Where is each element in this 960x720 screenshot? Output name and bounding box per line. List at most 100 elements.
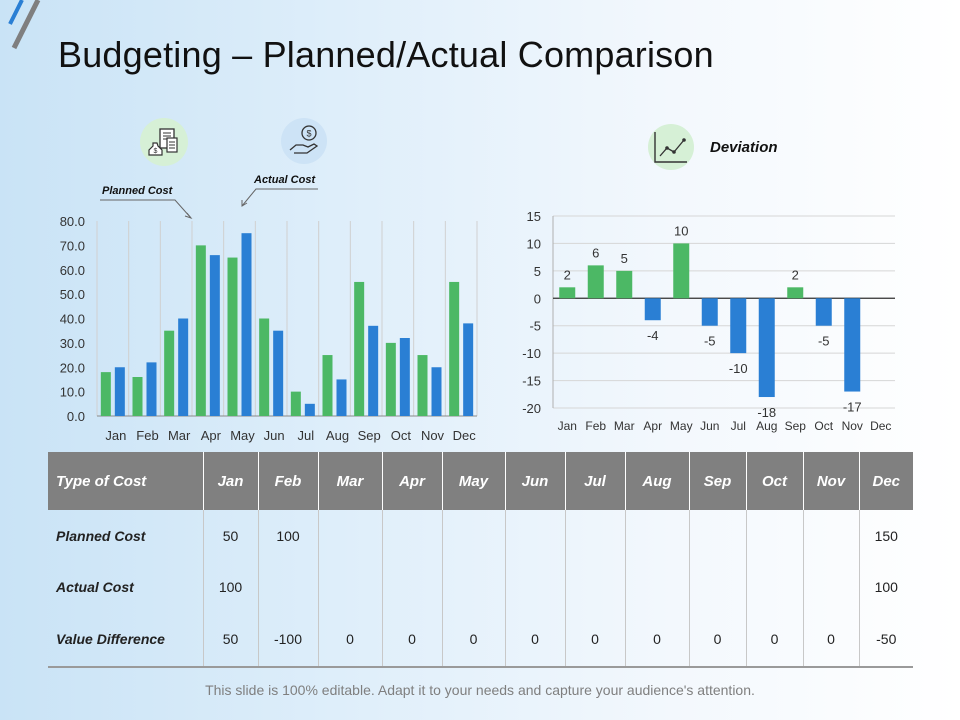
table-cell: 0 [803,612,860,668]
table-cell [382,510,443,562]
table-row: Planned Cost 50 100 150 [48,510,913,562]
table-cell: 0 [382,612,443,668]
table-cell: 0 [746,612,804,668]
table-cell: 0 [442,612,506,668]
deviation-bar [559,287,576,299]
table-header-cell: Jan [203,452,259,510]
actual-cost-bar [336,379,347,416]
planned-cost-callout: Planned Cost [102,185,173,197]
planned-cost-bar [385,342,396,416]
planned-cost-bar [132,377,143,416]
data-label: 6 [592,245,599,260]
table-cell: Value Difference [48,612,204,668]
table-cell: 0 [689,612,747,668]
x-tick-label: Sep [785,419,807,433]
hand-coin-icon: $ [289,125,319,154]
page-title: Budgeting – Planned/Actual Comparison [58,34,714,75]
y-tick-label: 30.0 [60,336,85,351]
planned-cost-bar [100,372,111,416]
actual-cost-bar [146,362,157,416]
table-header-cell: Jun [505,452,566,510]
table-cell: -100 [258,612,319,668]
y-tick-label: -15 [522,374,541,389]
table-cell [318,510,383,562]
table-cell: 100 [203,562,259,612]
deviation-bar [787,287,804,299]
planned-cost-bar [449,281,460,416]
deviation-bar [815,298,832,326]
planned-cost-bar [227,257,238,416]
table-cell [625,562,690,612]
deviation-chart-title: Deviation [710,139,778,156]
y-tick-label: 10 [527,236,541,251]
deviation-bar [758,298,775,398]
actual-cost-bar [463,323,474,416]
x-tick-label: Aug [756,419,777,433]
actual-cost-bar [304,403,315,416]
x-tick-label: Oct [391,428,412,443]
deviation-bar [673,243,690,299]
x-tick-label: Oct [814,419,833,433]
planned-cost-bar [259,318,270,416]
deviation-icon-badge [648,124,694,170]
deviation-bar [730,298,747,354]
data-label: 2 [564,267,571,282]
data-label: -10 [729,361,748,376]
actual-cost-bar [114,367,125,416]
y-tick-label: 5 [534,264,541,279]
footer-note: This slide is 100% editable. Adapt it to… [205,682,755,698]
table-cell: 50 [203,510,259,562]
y-tick-label: 20.0 [60,360,85,375]
deviation-bar-chart: -20 -15 -10 -5 0 5 10 15 2 Jan 6 Feb 5 Mar -4 Apr 10 May -… [522,209,895,433]
x-tick-label: Nov [421,428,445,443]
x-tick-label: Dec [870,419,891,433]
table-cell [689,562,747,612]
table-cell [625,510,690,562]
cost-table: Type of Cost Jan Feb Mar Apr May Jun Jul… [48,452,913,668]
actual-cost-bar [273,330,284,416]
y-tick-label: 0.0 [67,409,85,424]
table-cell: -50 [859,612,913,668]
data-label: -18 [757,405,776,420]
actual-cost-bar [431,367,442,416]
planned-cost-bar [195,245,206,416]
x-tick-label: Jul [298,428,315,443]
invoice-money-icon: $ [148,128,178,156]
x-tick-label: Nov [842,419,863,433]
data-label: 2 [792,267,799,282]
actual-cost-icon-badge: $ [281,118,327,164]
planned-cost-bar [354,281,365,416]
table-cell: 100 [258,510,319,562]
table-row: Actual Cost 100 100 [48,562,913,612]
data-label: 10 [674,223,688,238]
data-label: -5 [704,334,716,349]
table-header-cell: May [442,452,506,510]
data-label: 5 [621,251,628,266]
actual-cost-bar [209,255,220,416]
x-tick-label: Jul [731,419,746,433]
y-tick-label: 50.0 [60,287,85,302]
table-cell [382,562,443,612]
svg-text:$: $ [306,129,311,139]
x-tick-label: May [670,419,693,433]
data-label: -17 [843,400,862,415]
planned-cost-bar [417,355,428,416]
x-tick-label: Jan [105,428,126,443]
actual-cost-callout: Actual Cost [254,174,316,186]
table-cell [505,510,566,562]
table-cell [442,510,506,562]
x-tick-label: Mar [614,419,635,433]
corner-accent-stripes [8,0,41,50]
y-tick-label: 40.0 [60,312,85,327]
x-tick-label: Sep [358,428,381,443]
table-cell [803,510,860,562]
table-row: Value Difference 50 -100 0 0 0 0 0 0 0 0… [48,612,913,668]
table-header-cell: Type of Cost [48,452,204,510]
y-tick-label: 70.0 [60,238,85,253]
actual-cost-bar [241,233,252,416]
table-cell: 0 [565,612,626,668]
table-cell [746,510,804,562]
x-tick-label: May [230,428,255,443]
table-header-cell: Aug [625,452,690,510]
